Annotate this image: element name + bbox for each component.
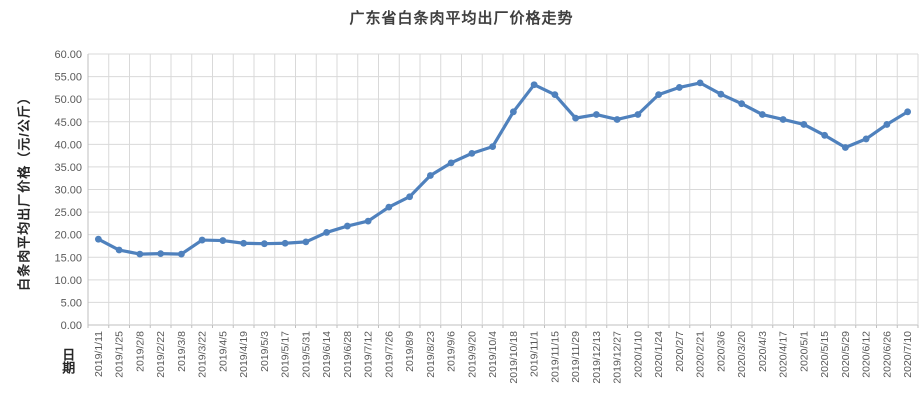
price-series-line [96,81,910,256]
y-tick-label: 40.00 [54,139,82,151]
x-tick-label: 2020/2/7 [674,331,686,372]
data-point-marker [426,172,434,179]
y-tick-label: 15.00 [54,252,82,264]
data-point-marker [758,111,766,118]
x-tick-label: 2020/4/17 [778,331,790,378]
x-tick-label: 2020/5/29 [840,331,852,378]
data-point-marker [592,111,600,118]
x-tick-label: 2020/2/21 [695,331,707,378]
x-tick-label: 2020/1/24 [653,331,665,378]
x-tick-label: 2019/9/6 [446,331,458,372]
x-tick-label: 2020/6/12 [861,331,873,378]
x-tick-label: 2019/6/28 [342,331,354,378]
x-tick-label: 2019/7/12 [363,331,375,378]
x-tick-label: 2019/10/18 [508,331,520,384]
x-tick-label: 2019/5/17 [280,331,292,378]
data-point-marker [489,143,497,150]
data-point-marker [841,144,849,151]
data-point-marker [696,79,704,87]
data-point-marker [364,217,372,225]
x-tick-label: 2019/3/22 [197,331,209,378]
x-tick-label: 2019/1/11 [93,331,105,377]
data-point-marker [675,84,683,91]
x-tick-label: 2019/4/5 [217,331,229,372]
data-point-marker [406,193,414,201]
data-point-marker [883,121,891,128]
x-tick-label: 2019/1/25 [114,331,126,378]
data-point-marker [240,239,248,247]
x-tick-label: 2019/2/8 [134,331,146,372]
y-tick-label: 25.00 [54,207,82,219]
x-tick-label: 2019/5/31 [300,331,312,378]
y-tick-label: 5.00 [61,297,82,309]
data-point-marker [779,116,787,123]
data-point-marker [738,100,746,108]
chart-title: 广东省白条肉平均出厂价格走势 [349,10,574,27]
x-tick-label: 2019/5/3 [259,331,271,372]
x-tick-label: 2020/5/15 [819,331,831,378]
y-tick-label: 45.00 [54,117,82,129]
data-point-marker [655,91,663,99]
data-point-marker [302,238,310,246]
data-point-marker [343,222,351,230]
x-tick-label: 2019/3/8 [176,331,188,372]
data-point-marker [219,237,227,244]
data-point-marker [800,121,808,128]
data-point-marker [468,149,476,157]
x-tick-label: 2019/11/15 [549,331,561,383]
x-tick-label: 2020/1/10 [632,331,644,378]
data-point-marker [821,131,829,139]
x-tick-label: 2019/4/19 [238,331,250,378]
data-point-marker [717,90,725,98]
data-point-marker [281,239,289,247]
x-tick-label: 2019/12/27 [612,331,624,384]
x-tick-label: 2019/6/14 [321,331,333,378]
data-point-marker [509,108,517,116]
y-tick-label: 20.00 [54,230,82,242]
data-point-marker [904,108,912,116]
x-tick-label: 2020/5/1 [798,331,810,372]
x-tick-label: 2020/3/20 [736,331,748,378]
y-tick-label: 0.00 [61,320,82,332]
y-tick-label: 30.00 [54,185,82,197]
x-tick-label: 2020/6/26 [881,331,893,378]
x-tick-label: 2019/9/20 [466,331,478,378]
data-point-marker [157,250,165,258]
data-point-marker [198,236,206,244]
y-tick-label: 50.00 [54,94,82,106]
data-point-marker [530,81,538,89]
x-tick-label: 2019/11/29 [570,331,582,383]
data-point-marker [323,229,331,236]
data-point-marker [260,240,268,248]
data-point-marker [115,246,123,254]
x-tick-label: 2019/12/13 [591,331,603,384]
x-tick-label: 2019/2/22 [155,331,167,378]
data-point-marker [551,91,559,99]
x-tick-label: 2019/11/1 [529,331,541,377]
y-tick-label: 10.00 [54,275,82,287]
x-axis-title: 日期 [60,348,76,374]
x-tick-label: 2020/7/10 [902,331,914,378]
x-tick-label: 2019/8/9 [404,331,416,372]
x-tick-label: 2020/4/3 [757,331,769,372]
data-point-marker [447,159,455,167]
data-point-marker [385,203,393,211]
data-point-marker [572,114,580,122]
x-tick-label: 2019/10/4 [487,331,499,378]
data-point-marker [613,116,621,123]
data-point-marker [634,111,642,118]
x-tick-label: 2019/7/26 [383,331,395,378]
y-tick-label: 35.00 [54,162,82,174]
data-point-marker [862,135,870,143]
data-point-marker [177,250,185,258]
data-point-marker [94,235,102,243]
x-tick-label: 2020/3/6 [715,331,727,372]
y-tick-label: 60.00 [54,49,82,61]
x-tick-label: 2019/8/23 [425,331,437,378]
y-tick-label: 55.00 [54,72,82,84]
data-point-marker [136,250,144,258]
